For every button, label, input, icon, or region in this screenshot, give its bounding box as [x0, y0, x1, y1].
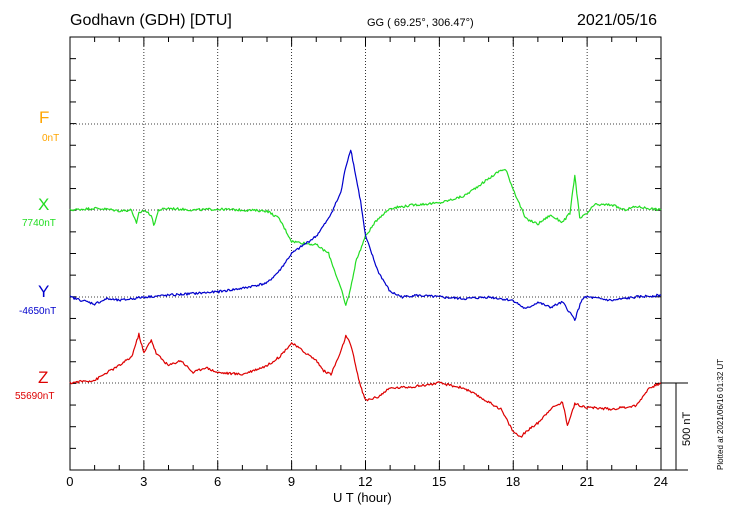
date-label: 2021/05/16	[577, 12, 658, 29]
series-label-x: X	[38, 195, 50, 214]
series-baseline-y: -4650nT	[19, 306, 57, 317]
x-tick-label: 6	[214, 474, 222, 489]
station-coordinates: GG ( 69.25°, 306.47°)	[367, 17, 474, 29]
scale-bar	[661, 382, 688, 471]
station-title: Godhavn (GDH) [DTU]	[70, 12, 232, 29]
series-label-z: Z	[38, 368, 49, 387]
x-tick-label: 24	[653, 474, 668, 489]
x-tick-label: 12	[358, 474, 373, 489]
x-tick-label: 3	[140, 474, 148, 489]
x-tick-label: 18	[505, 474, 521, 489]
x-tick-label: 21	[579, 474, 595, 489]
plotted-note: Plotted at 2021/06/16 01:32 UT	[716, 358, 725, 470]
x-tick-label: 15	[431, 474, 447, 489]
series-baseline-x: 7740nT	[22, 218, 56, 229]
plot-frame	[69, 36, 662, 471]
scale-bar-label: 500 nT	[681, 411, 693, 446]
x-tick-label: 9	[287, 474, 296, 489]
axis-ticks	[69, 36, 662, 471]
series-baseline-z: 55690nT	[15, 391, 55, 402]
series-lines	[69, 149, 662, 438]
x-tick-label: 0	[66, 474, 74, 489]
series-line-z	[69, 332, 662, 438]
series-label-y: Y	[38, 282, 50, 301]
grid-lines	[70, 37, 661, 470]
x-axis-label: U T (hour)	[333, 490, 392, 505]
series-baseline-f: 0nT	[42, 133, 60, 144]
series-label-f: F	[39, 108, 50, 127]
series-line-x	[69, 168, 662, 306]
series-line-y	[69, 149, 662, 321]
